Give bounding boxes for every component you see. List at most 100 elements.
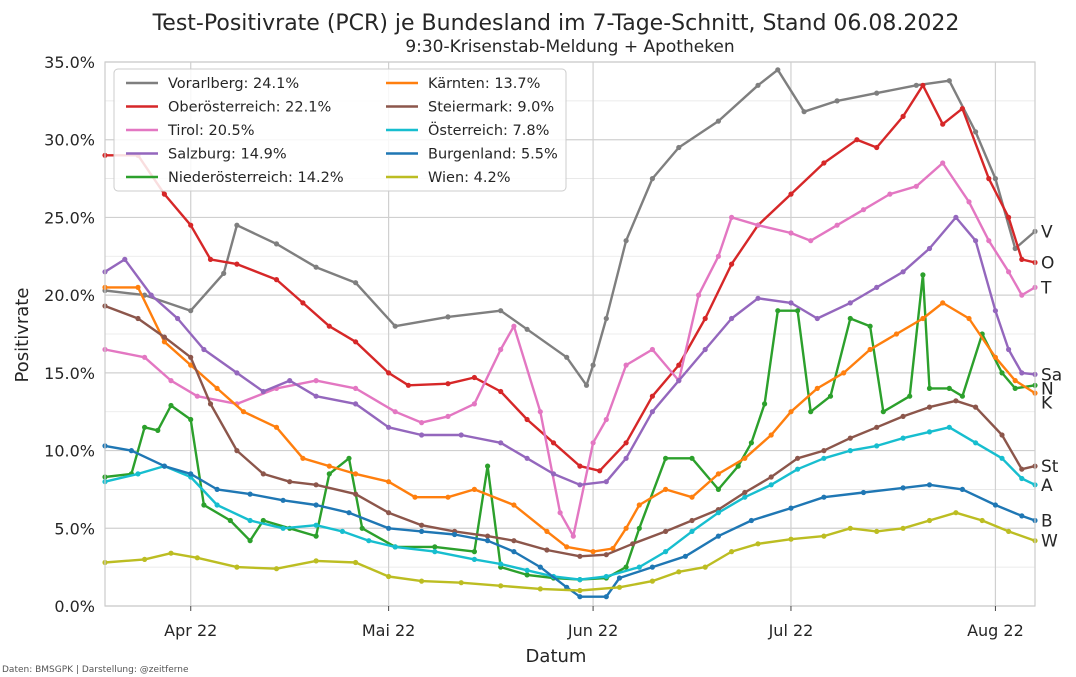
data-point [953, 214, 959, 220]
data-point [577, 577, 583, 583]
data-point [142, 354, 148, 360]
data-point [775, 308, 781, 314]
data-point [821, 455, 827, 461]
data-point [432, 544, 438, 550]
data-point [788, 409, 794, 415]
data-point [313, 482, 319, 488]
data-point [649, 578, 656, 584]
data-point [273, 566, 280, 572]
data-point [234, 222, 240, 228]
data-point [485, 463, 491, 469]
legend-label: Tirol: 20.5% [167, 123, 255, 139]
data-point [201, 502, 207, 508]
data-point [847, 315, 853, 322]
data-point [860, 207, 867, 213]
data-point [471, 374, 477, 381]
data-point [630, 541, 636, 547]
data-point [616, 575, 623, 581]
data-point [524, 455, 530, 461]
data-point [1019, 475, 1025, 482]
data-point [801, 109, 807, 115]
data-point [577, 463, 583, 469]
data-point [926, 245, 933, 252]
data-point [702, 346, 708, 353]
data-point [313, 378, 319, 384]
data-point [795, 308, 801, 314]
data-point [392, 323, 398, 329]
data-point [537, 409, 543, 415]
data-point [702, 564, 708, 570]
data-point [616, 584, 623, 590]
data-point [768, 482, 774, 488]
data-point [313, 264, 319, 270]
data-point [946, 78, 952, 84]
data-point [920, 272, 926, 278]
data-point [795, 455, 801, 461]
data-point [649, 564, 656, 570]
series-line [104, 161, 1036, 538]
data-point [795, 466, 801, 472]
data-point [755, 295, 761, 301]
data-point [135, 315, 141, 322]
data-point [155, 427, 161, 433]
data-point [808, 409, 814, 415]
data-point [471, 486, 477, 492]
data-point [590, 440, 596, 446]
data-point [214, 385, 220, 391]
series-St [102, 303, 1038, 559]
data-point [874, 443, 880, 449]
data-point [1006, 214, 1012, 220]
data-point [419, 578, 425, 584]
series-line [104, 444, 1036, 598]
series-A [102, 424, 1038, 583]
data-point [313, 533, 319, 539]
data-point [419, 522, 425, 528]
data-point [445, 413, 451, 419]
x-tick-label: Jun 22 [567, 621, 618, 640]
data-point [623, 238, 629, 244]
data-point [689, 517, 695, 524]
data-point [755, 222, 761, 228]
data-point [544, 528, 550, 535]
data-point [353, 385, 359, 391]
data-point [992, 354, 999, 360]
data-point [577, 587, 583, 594]
data-point [788, 505, 794, 511]
legend-item: Oberösterreich: 22.1% [126, 100, 331, 116]
data-point [900, 435, 906, 441]
data-point [867, 346, 873, 353]
series-T [102, 160, 1038, 539]
series-end-label: W [1041, 532, 1058, 552]
data-point [748, 440, 755, 446]
series-end-label: A [1041, 476, 1053, 496]
data-point [445, 494, 451, 500]
series-lines [102, 67, 1038, 600]
series-B [102, 443, 1038, 600]
data-point [702, 315, 708, 322]
data-point [788, 300, 794, 306]
data-point [959, 393, 966, 399]
data-point [326, 463, 332, 469]
data-point [247, 517, 253, 524]
data-point [649, 346, 656, 353]
data-point [175, 315, 181, 322]
data-point [623, 455, 629, 461]
data-point [715, 253, 722, 259]
data-point [992, 176, 999, 182]
data-point [597, 468, 603, 474]
data-point [874, 424, 880, 430]
data-point [280, 497, 286, 503]
data-point [537, 586, 543, 592]
data-point [755, 541, 761, 547]
data-point [511, 538, 517, 544]
data-point [867, 323, 873, 329]
data-point [188, 471, 194, 477]
data-point [636, 502, 642, 508]
data-point [221, 270, 227, 276]
data-point [880, 409, 886, 415]
data-point [623, 440, 629, 446]
data-point [346, 510, 352, 516]
y-tick-label: 20.0% [44, 286, 95, 305]
data-point [689, 494, 695, 500]
data-point [564, 544, 570, 550]
